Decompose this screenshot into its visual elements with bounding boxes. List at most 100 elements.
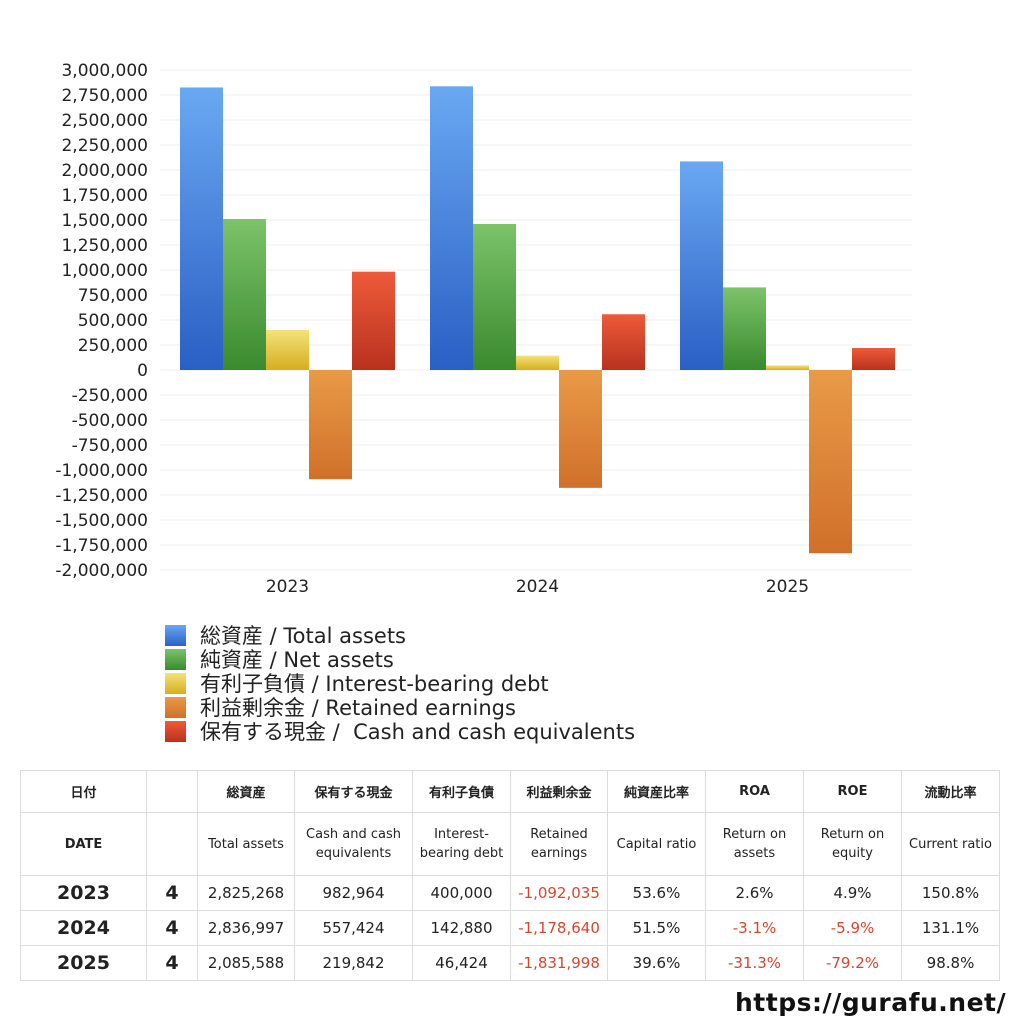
- th-date-jp: 日付: [20, 770, 147, 813]
- bar-total-assets-2024: [430, 86, 473, 371]
- bar-interest-bearing-debt-2024: [516, 355, 559, 370]
- y-tick-label: 1,250,000: [61, 236, 148, 256]
- table-row: 2023 4 2,825,268 982,964 400,000 -1,092,…: [20, 875, 1000, 911]
- y-tick-label: -500,000: [72, 411, 148, 431]
- th-capital-ratio-jp: 純資産比率: [607, 770, 706, 813]
- legend-swatch-interest-bearing-debt: [165, 672, 186, 694]
- th-quarter-en: [146, 812, 198, 876]
- legend-label-interest-bearing-debt: 有利子負債 / Interest-bearing debt: [200, 672, 549, 696]
- cell-current-ratio: 98.8%: [901, 945, 1000, 981]
- cell-retained: -1,831,998: [510, 945, 608, 981]
- y-tick-label: -1,250,000: [55, 486, 148, 506]
- table-header-en: DATE Total assets Cash and cash equivale…: [20, 812, 1000, 876]
- legend-swatch-total-assets: [165, 624, 186, 646]
- legend-swatch-cash: [165, 720, 186, 742]
- cell-roe: -5.9%: [803, 910, 902, 946]
- y-tick-label: 2,250,000: [61, 136, 148, 156]
- y-tick-label: 1,000,000: [61, 261, 148, 281]
- cell-capital-ratio: 39.6%: [607, 945, 706, 981]
- cell-roe: -79.2%: [803, 945, 902, 981]
- y-tick-label: 250,000: [78, 336, 148, 356]
- y-tick-label: -1,000,000: [55, 461, 148, 481]
- cell-capital-ratio: 51.5%: [607, 910, 706, 946]
- cell-current-ratio: 150.8%: [901, 875, 1000, 911]
- th-cash-jp: 保有する現金: [294, 770, 413, 813]
- table-row: 2024 4 2,836,997 557,424 142,880 -1,178,…: [20, 910, 1000, 946]
- cell-roa: -31.3%: [705, 945, 804, 981]
- th-debt-en: Interest-bearing debt: [412, 812, 511, 876]
- y-tick-label: 2,500,000: [61, 111, 148, 131]
- y-tick-label: 2,750,000: [61, 86, 148, 106]
- th-roe-jp: ROE: [803, 770, 902, 813]
- y-tick-label: 1,750,000: [61, 186, 148, 206]
- cell-total-assets: 2,085,588: [197, 945, 295, 981]
- cell-quarter: 4: [146, 910, 198, 946]
- bar-interest-bearing-debt-2023: [266, 330, 309, 370]
- bar-cash-2025: [852, 348, 895, 370]
- table-header-jp: 日付 総資産 保有する現金 有利子負債 利益剰余金 純資産比率 ROA ROE …: [20, 770, 1000, 813]
- bar-net-assets-2024: [473, 224, 516, 370]
- bar-total-assets-2025: [680, 161, 723, 370]
- th-retained-jp: 利益剰余金: [510, 770, 608, 813]
- th-roa-en: Return on assets: [705, 812, 804, 876]
- cell-retained: -1,092,035: [510, 875, 608, 911]
- cell-retained: -1,178,640: [510, 910, 608, 946]
- y-tick-label: 1,500,000: [61, 211, 148, 231]
- x-category-label: 2024: [516, 577, 559, 597]
- cell-debt: 142,880: [412, 910, 511, 946]
- grid-lines: [160, 69, 912, 571]
- bars: [180, 86, 895, 554]
- cell-capital-ratio: 53.6%: [607, 875, 706, 911]
- cell-year: 2023: [20, 875, 147, 911]
- th-capital-ratio-en: Capital ratio: [607, 812, 706, 876]
- bar-retained-earnings-2024: [559, 370, 602, 488]
- bar-chart: 3,000,000 2,750,000 2,500,000 2,250,000 2,00…: [55, 61, 912, 597]
- cell-roa: -3.1%: [705, 910, 804, 946]
- th-debt-jp: 有利子負債: [412, 770, 511, 813]
- th-cash-en: Cash and cash equivalents: [294, 812, 413, 876]
- cell-debt: 400,000: [412, 875, 511, 911]
- legend-item-total-assets: 総資産 / Total assets: [165, 623, 635, 648]
- cell-quarter: 4: [146, 875, 198, 911]
- th-retained-en: Retained earnings: [510, 812, 608, 876]
- th-current-ratio-jp: 流動比率: [901, 770, 1000, 813]
- cell-roe: 4.9%: [803, 875, 902, 911]
- bar-cash-2023: [352, 271, 395, 370]
- y-tick-label: 0: [137, 361, 148, 381]
- cell-debt: 46,424: [412, 945, 511, 981]
- table-row: 2025 4 2,085,588 219,842 46,424 -1,831,9…: [20, 945, 1000, 981]
- y-tick-label: 750,000: [78, 286, 148, 306]
- y-tick-label: -750,000: [72, 436, 148, 456]
- x-category-label: 2023: [266, 577, 309, 597]
- cell-year: 2024: [20, 910, 147, 946]
- y-tick-label: 3,000,000: [61, 61, 148, 81]
- y-tick-label: 500,000: [78, 311, 148, 331]
- y-tick-label: -2,000,000: [55, 561, 148, 581]
- cell-total-assets: 2,825,268: [197, 875, 295, 911]
- bar-net-assets-2025: [723, 287, 766, 370]
- bar-retained-earnings-2023: [309, 370, 352, 480]
- cell-year: 2025: [20, 945, 147, 981]
- x-category-label: 2025: [766, 577, 809, 597]
- bar-cash-2024: [602, 314, 645, 370]
- th-date-en: DATE: [20, 812, 147, 876]
- legend-item-cash: 保有する現金 / Cash and cash equivalents: [165, 719, 636, 744]
- legend-item-retained-earnings: 利益剰余金 / Retained earnings: [165, 695, 635, 720]
- legend: 総資産 / Total assets 純資産 / Net assets 有利子負…: [165, 623, 636, 744]
- y-tick-label: -1,750,000: [55, 536, 148, 556]
- financial-table: 日付 総資産 保有する現金 有利子負債 利益剰余金 純資産比率 ROA ROE …: [20, 770, 1000, 981]
- legend-label-retained-earnings: 利益剰余金 / Retained earnings: [200, 696, 516, 720]
- bar-net-assets-2023: [223, 219, 266, 370]
- y-tick-label: -250,000: [72, 386, 148, 406]
- y-axis-ticks: 3,000,000 2,750,000 2,500,000 2,250,000 2,00…: [55, 61, 148, 581]
- legend-item-interest-bearing-debt: 有利子負債 / Interest-bearing debt: [165, 671, 635, 696]
- legend-label-net-assets: 純資産 / Net assets: [200, 648, 394, 672]
- cell-cash: 557,424: [294, 910, 413, 946]
- site-url[interactable]: https://gurafu.net/: [735, 988, 1007, 1017]
- th-quarter-jp: [146, 770, 198, 813]
- legend-swatch-net-assets: [165, 648, 186, 670]
- th-current-ratio-en: Current ratio: [901, 812, 1000, 876]
- legend-item-net-assets: 純資産 / Net assets: [165, 647, 635, 672]
- legend-label-total-assets: 総資産 / Total assets: [200, 624, 406, 648]
- legend-label-cash: 保有する現金 / Cash and cash equivalents: [200, 720, 636, 744]
